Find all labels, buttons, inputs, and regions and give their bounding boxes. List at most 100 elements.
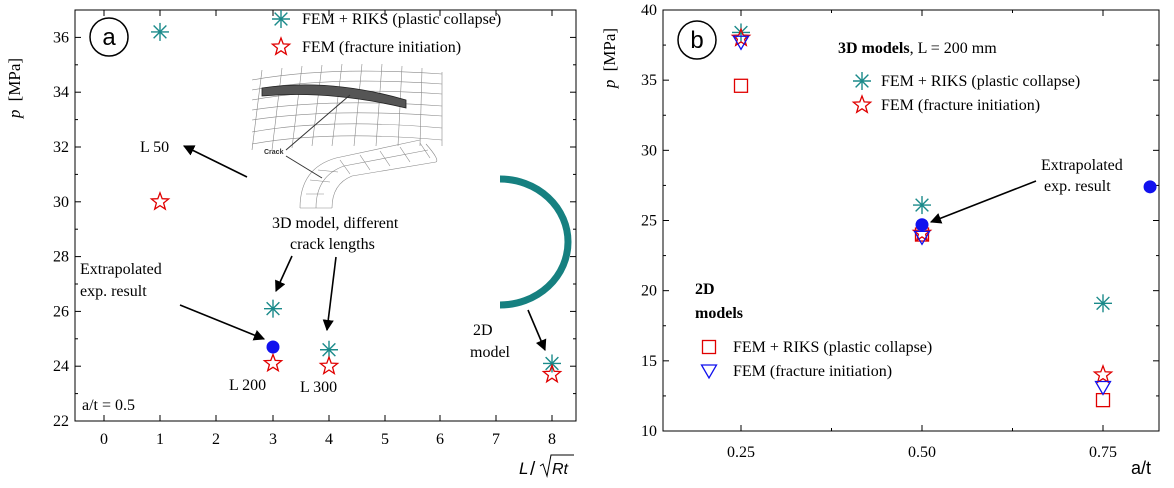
2d-model-arc [499,175,572,309]
x-axis-title-b: a/t [1131,458,1151,478]
x-tick-label: 0.75 [1089,444,1117,461]
data-point-dot [915,218,929,232]
legend-marker-asterisk [853,72,871,90]
svg-text:L: L [519,459,528,478]
x-tick-label: 5 [381,431,389,448]
y-axis-title-b: p [MPa] [600,28,619,89]
data-point-star [1092,364,1114,384]
x-axis-b: 0.25 0.50 0.75 [727,10,1117,461]
y-tick-label: 10 [641,423,657,440]
legend-triangle-glyph [700,364,718,380]
y-tick-label: 30 [53,194,69,211]
x-axis-a: 0 1 2 3 4 5 6 7 8 [100,10,556,448]
legend-3d-title: 3D models, L = 200 mm [838,40,997,57]
y-tick-label: 28 [53,249,69,266]
data-point-square [733,78,749,93]
legend-2d-b: 2D models FEM + RIKS (plastic collapse) … [695,281,932,380]
plot-area-a [149,22,563,384]
legend-label-collapse-a: FEM + RIKS (plastic collapse) [302,11,501,28]
data-point-star [541,363,563,384]
legend-a: FEM + RIKS (plastic collapse) FEM (fract… [270,10,501,56]
annotation-2d-2: model [470,344,511,361]
data-point-asterisk [151,22,169,41]
annotation-l300: L 300 [300,379,337,396]
data-point-asterisk [913,196,931,215]
data-point-triangle-down [1094,380,1112,396]
legend-2d-title-2: models [695,305,743,322]
data-point-asterisk [320,340,338,359]
data-point-asterisk [1094,294,1112,313]
x-tick-label: 7 [492,431,500,448]
data-point-dot [266,340,280,354]
legend-2d-title-1: 2D [695,281,715,298]
data-point-dot [1143,180,1157,194]
annotation-3d-model-2: crack lengths [290,236,375,253]
plot-area-b [730,23,1157,408]
x-tick-label: 2 [212,431,220,448]
y-axis-a: 22 24 26 28 30 32 34 36 [53,29,576,430]
x-tick-label: 8 [548,431,556,448]
legend-2d-collapse: FEM + RIKS (plastic collapse) [733,339,932,356]
data-point-triangle-down [732,35,750,51]
x-tick-label: 4 [325,431,333,448]
crack-label: Crack [264,149,284,156]
annotation-at: a/t = 0.5 [82,397,135,414]
legend-marker-square [701,339,717,355]
annotation-extrapolated-2: exp. result [80,283,147,300]
legend-3d-collapse: FEM + RIKS (plastic collapse) [881,73,1080,90]
legend-asterisk-glyph [272,10,290,28]
x-tick-label: 0.25 [727,444,755,461]
panel-label-a: a [102,24,116,51]
x-tick-label: 1 [156,431,164,448]
panel-label-circle-a [89,17,129,57]
plot-frame-a [74,9,577,422]
annotation-l50: L 50 [140,139,169,156]
legend-label-fracture-a: FEM (fracture initiation) [302,39,461,56]
data-point-star [318,355,340,376]
data-point-star [262,352,284,373]
annotation-extrapolated-b1: Extrapolated [1041,157,1123,174]
panel-label-circle-b [677,20,717,60]
data-point-star [730,27,752,47]
legend-marker-star [270,36,292,56]
annotation-arrows-a [179,145,547,352]
data-point-triangle-down [913,230,931,246]
annotation-arrow-b [929,180,1037,224]
svg-text:/: / [530,459,536,480]
legend-square-glyph [701,339,717,355]
y-tick-label: 36 [53,29,69,46]
legend-marker-asterisk [272,10,290,28]
legend-marker-triangle [700,364,718,380]
y-tick-label: 25 [641,213,657,230]
annotation-extrapolated-1: Extrapolated [80,261,162,278]
y-tick-label: 15 [641,353,657,370]
x-tick-label: 0.50 [908,444,936,461]
legend-asterisk-glyph [853,72,871,90]
legend-marker-star [851,94,873,114]
legend-2d-fracture: FEM (fracture initiation) [733,363,892,380]
annotation-3d-model-1: 3D model, different [272,215,399,232]
legend-3d-fracture: FEM (fracture initiation) [881,97,1040,114]
y-tick-label: 20 [641,283,657,300]
legend-star-glyph [270,36,292,56]
annotation-extrapolated-b2: exp. result [1044,178,1111,195]
y-tick-label: 22 [53,413,69,430]
x-tick-label: 6 [436,431,444,448]
y-tick-label: 24 [53,358,69,375]
svg-text:Rt: Rt [552,461,569,478]
data-point-asterisk [543,354,561,373]
y-tick-label: 30 [641,142,657,159]
y-tick-label: 35 [641,72,657,89]
y-tick-label: 26 [53,303,69,320]
y-axis-title-a: p [MPa] [5,58,24,119]
data-point-star [149,190,171,211]
y-tick-label: 32 [53,139,69,156]
annotation-l200: L 200 [229,377,266,394]
x-tick-label: 3 [269,431,277,448]
panel-label-b: b [690,27,703,54]
y-axis-b: 10 15 20 25 30 35 40 [641,2,1159,440]
y-tick-label: 40 [641,2,657,19]
